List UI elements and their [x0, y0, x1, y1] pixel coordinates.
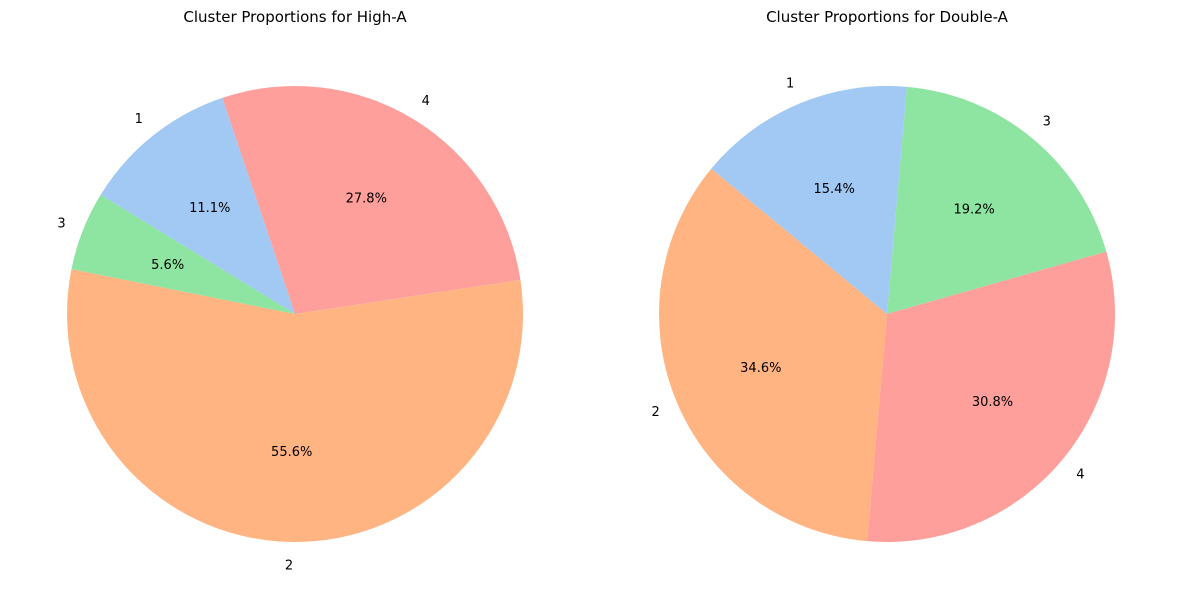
slice-label-2: 2: [285, 559, 293, 574]
pie-slice-1: [711, 86, 907, 314]
percent-label-3: 5.6%: [151, 258, 184, 273]
percent-label-2: 34.6%: [740, 361, 781, 376]
slice-label-3: 3: [57, 216, 65, 231]
pie-slice-3: [887, 86, 1107, 315]
pie-slice-4: [222, 85, 521, 314]
percent-label-1: 11.1%: [189, 201, 230, 216]
pie-slice-1: [100, 97, 295, 314]
pie-double-a: 3 19.2% 4 30.8% 2 34.6% 1 15.4%: [652, 77, 1116, 542]
slice-label-1: 1: [786, 77, 794, 92]
pie-high-a: 1 11.1% 4 27.8% 2 55.6% 3 5.6%: [57, 85, 524, 574]
slice-label-1: 1: [135, 112, 143, 127]
chart-title-double-a: Cluster Proportions for Double-A: [766, 8, 1009, 26]
chart-title-high-a: Cluster Proportions for High-A: [183, 8, 407, 26]
percent-label-2: 55.6%: [271, 445, 312, 460]
slice-label-3: 3: [1043, 115, 1051, 130]
percent-label-4: 27.8%: [346, 191, 387, 206]
slice-label-4: 4: [422, 94, 430, 109]
percent-label-3: 19.2%: [953, 203, 994, 218]
pie-slice-2: [659, 168, 887, 542]
pie-slice-4: [867, 251, 1116, 542]
slice-label-4: 4: [1076, 468, 1084, 483]
pie-slice-2: [67, 269, 524, 543]
percent-label-4: 30.8%: [972, 395, 1013, 410]
percent-label-1: 15.4%: [814, 182, 855, 197]
pie-slice-3: [71, 194, 295, 314]
slice-label-2: 2: [652, 405, 660, 420]
